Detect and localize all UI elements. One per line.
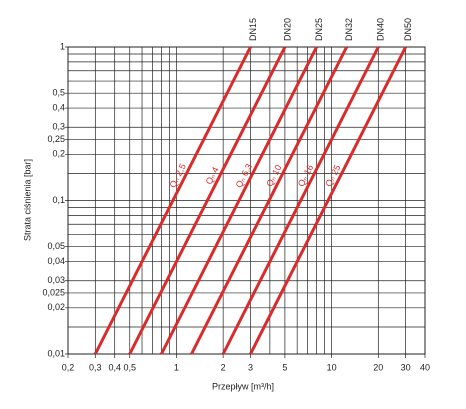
y-tick-label: 0,3 (52, 122, 65, 132)
x-tick-label: 40 (420, 362, 430, 372)
data-line (221, 46, 380, 355)
x-tick-label: 5 (282, 362, 287, 372)
y-tick-label: 0,03 (47, 275, 65, 285)
y-tick-label: 0,025 (42, 287, 65, 297)
dn-label: DN50 (403, 18, 413, 41)
x-axis-label: Przepływ [m³/h] (212, 381, 274, 391)
dn-label: DN32 (344, 18, 354, 41)
y-tick-label: 0,2 (52, 149, 65, 159)
x-tick-label: 10 (327, 362, 337, 372)
y-tick-label: 0,25 (47, 134, 65, 144)
x-tick-label: 20 (373, 362, 383, 372)
data-line (160, 46, 318, 355)
y-tick-label: 0,04 (47, 256, 65, 266)
data-line (93, 46, 252, 355)
data-line (128, 46, 287, 355)
x-tick-label: 0,4 (108, 362, 121, 372)
dn-label: DN25 (314, 18, 324, 41)
y-tick-label: 0,02 (47, 302, 65, 312)
data-line (249, 46, 407, 355)
x-tick-label: 1 (174, 362, 179, 372)
y-tick-label: 0,1 (52, 195, 65, 205)
x-tick-label: 2 (221, 362, 226, 372)
y-tick-label: 0,01 (47, 348, 65, 358)
y-tick-label: 1 (60, 41, 65, 51)
series-label: Qₙ 4 (204, 165, 221, 186)
x-tick-label: 3 (248, 362, 253, 372)
plot-frame (67, 46, 426, 355)
dn-label: DN40 (376, 18, 386, 41)
x-tick-label: 0,2 (62, 362, 75, 372)
x-tick-label: 0,3 (89, 362, 102, 372)
x-tick-label: 0,5 (123, 362, 136, 372)
y-axis-label: Strata ciśnienia [bar] (22, 159, 32, 241)
y-tick-label: 0,5 (52, 88, 65, 98)
x-tick-label: 30 (401, 362, 411, 372)
y-tick-label: 0,4 (52, 102, 65, 112)
data-line (190, 46, 348, 355)
y-tick-label: 0,05 (47, 241, 65, 251)
dn-label: DN15 (248, 18, 258, 41)
dn-label: DN20 (282, 18, 292, 41)
